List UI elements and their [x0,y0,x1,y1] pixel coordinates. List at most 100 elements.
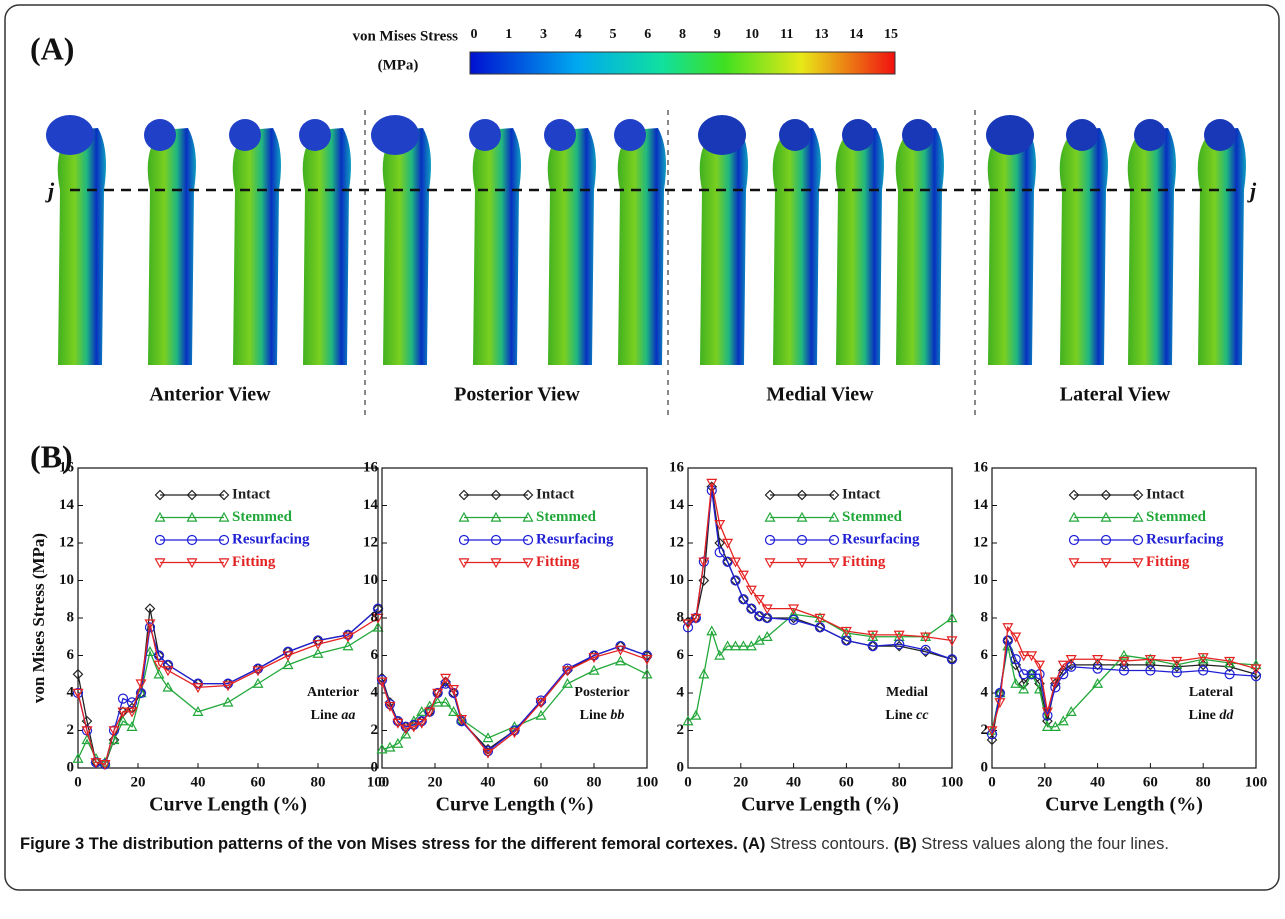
data-point [456,716,467,727]
bone-head [1134,119,1166,151]
legend-marker [218,511,230,522]
data-point [745,585,757,596]
legend-marker [218,534,230,546]
data-point [400,728,412,739]
view-label: Lateral View [1060,384,1171,406]
legend-label: Fitting [536,554,580,570]
legend-marker [186,558,198,569]
legend-label: Stemmed [842,509,903,525]
data-point [1034,660,1046,671]
bone-head [614,119,646,151]
data-point [81,726,93,737]
y-tick-label: 0 [371,759,379,775]
data-point [162,666,174,677]
y-tick-label: 12 [669,534,684,550]
data-point [986,734,998,746]
legend-marker [458,489,470,501]
data-point [282,651,294,662]
y-tick-label: 2 [67,722,75,738]
bone [302,128,351,365]
bone-head [46,115,94,155]
data-point [1041,721,1053,731]
data-point [126,707,138,718]
data-point [1018,651,1030,662]
data-point [761,631,773,641]
data-point [192,706,204,716]
data-point [754,611,765,622]
bone [147,128,196,365]
data-point [416,716,427,727]
data-point [714,520,726,530]
data-point [342,632,354,643]
legend-marker [1068,489,1080,501]
data-point [1018,683,1030,694]
data-point [252,666,264,677]
line-label: j [1247,178,1257,203]
data-point [72,688,84,699]
data-point [1026,651,1038,662]
bone [895,128,944,365]
y-tick-label: 10 [669,572,684,588]
bone-head [986,115,1034,155]
data-point [893,630,905,641]
frame [4,4,1280,891]
series-line [381,660,648,750]
data-point [1057,660,1069,671]
legend-marker [828,489,840,501]
caption-label: (B) [893,835,917,853]
series-line [687,490,953,660]
colorbar-tick-label: 0 [471,27,478,42]
data-point [126,721,138,731]
x-tick-label: 60 [534,774,549,790]
data-point [1171,667,1182,678]
annotation: Anterior [307,685,359,700]
data-point [448,706,460,716]
data-point [920,644,931,655]
data-point [1010,659,1022,671]
data-point [690,709,702,720]
caption-label: (A) [742,835,766,853]
data-point [1010,632,1022,643]
data-point [730,557,742,568]
y-tick-label: 4 [677,684,685,700]
x-tick-label: 60 [1143,774,1158,790]
data-point [1049,721,1061,731]
data-point [706,478,718,489]
colorbar-tick-label: 10 [745,27,759,42]
legend-marker [1068,558,1080,569]
data-point [1145,665,1156,676]
y-tick-label: 4 [67,684,75,700]
legend-marker [764,558,776,569]
series-line [77,617,379,766]
x-tick-label: 100 [1245,774,1268,790]
legend-marker [490,511,502,522]
y-tick-label: 16 [59,459,75,475]
legend-marker [1100,534,1112,546]
colorbar-tick-label: 6 [644,27,651,42]
data-point [706,625,718,636]
data-point [698,557,710,568]
data-point [508,728,521,739]
view-label: Anterior View [149,384,271,406]
annotation-line: Line [580,708,607,723]
data-point [588,653,600,664]
annotation-id: aa [341,708,355,723]
legend-marker [490,534,502,546]
bone-head [544,119,576,151]
data-point [1066,661,1077,672]
data-point [1010,654,1021,665]
data-point [1118,659,1130,671]
legend-marker [458,558,470,569]
data-point [722,556,733,567]
legend-marker [1132,534,1144,546]
data-point [788,614,799,625]
data-point [72,752,84,763]
caption-title: Figure 3 The distribution patterns of th… [20,835,738,853]
data-point [1224,656,1236,667]
legend-marker [796,558,808,569]
x-tick-label: 100 [636,774,659,790]
data-point [1057,715,1069,726]
bone [699,128,748,365]
y-tick-label: 10 [363,572,378,588]
bone-images [46,115,1246,365]
